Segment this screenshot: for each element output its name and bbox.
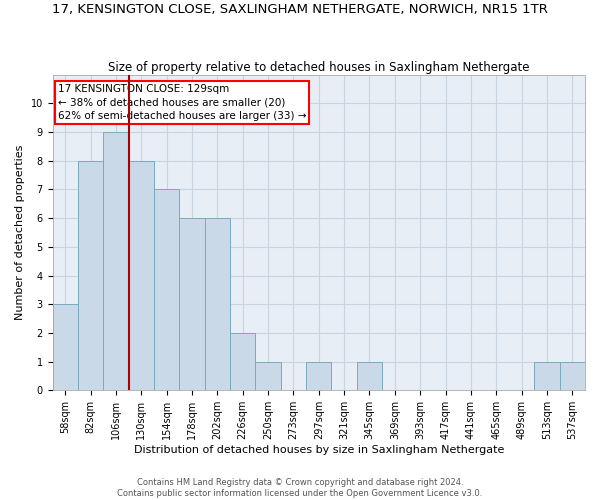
Text: Contains HM Land Registry data © Crown copyright and database right 2024.
Contai: Contains HM Land Registry data © Crown c…	[118, 478, 482, 498]
Text: 17, KENSINGTON CLOSE, SAXLINGHAM NETHERGATE, NORWICH, NR15 1TR: 17, KENSINGTON CLOSE, SAXLINGHAM NETHERG…	[52, 2, 548, 16]
Bar	[357, 362, 382, 390]
Bar	[534, 362, 560, 390]
Bar	[179, 218, 205, 390]
Bar	[256, 362, 281, 390]
Bar	[53, 304, 78, 390]
Bar	[560, 362, 585, 390]
Bar	[306, 362, 331, 390]
Bar	[103, 132, 128, 390]
Bar	[154, 190, 179, 390]
Bar	[205, 218, 230, 390]
Text: 17 KENSINGTON CLOSE: 129sqm
← 38% of detached houses are smaller (20)
62% of sem: 17 KENSINGTON CLOSE: 129sqm ← 38% of det…	[58, 84, 307, 120]
Y-axis label: Number of detached properties: Number of detached properties	[15, 145, 25, 320]
X-axis label: Distribution of detached houses by size in Saxlingham Nethergate: Distribution of detached houses by size …	[134, 445, 504, 455]
Bar	[128, 161, 154, 390]
Bar	[230, 333, 256, 390]
Title: Size of property relative to detached houses in Saxlingham Nethergate: Size of property relative to detached ho…	[108, 60, 530, 74]
Bar	[78, 161, 103, 390]
